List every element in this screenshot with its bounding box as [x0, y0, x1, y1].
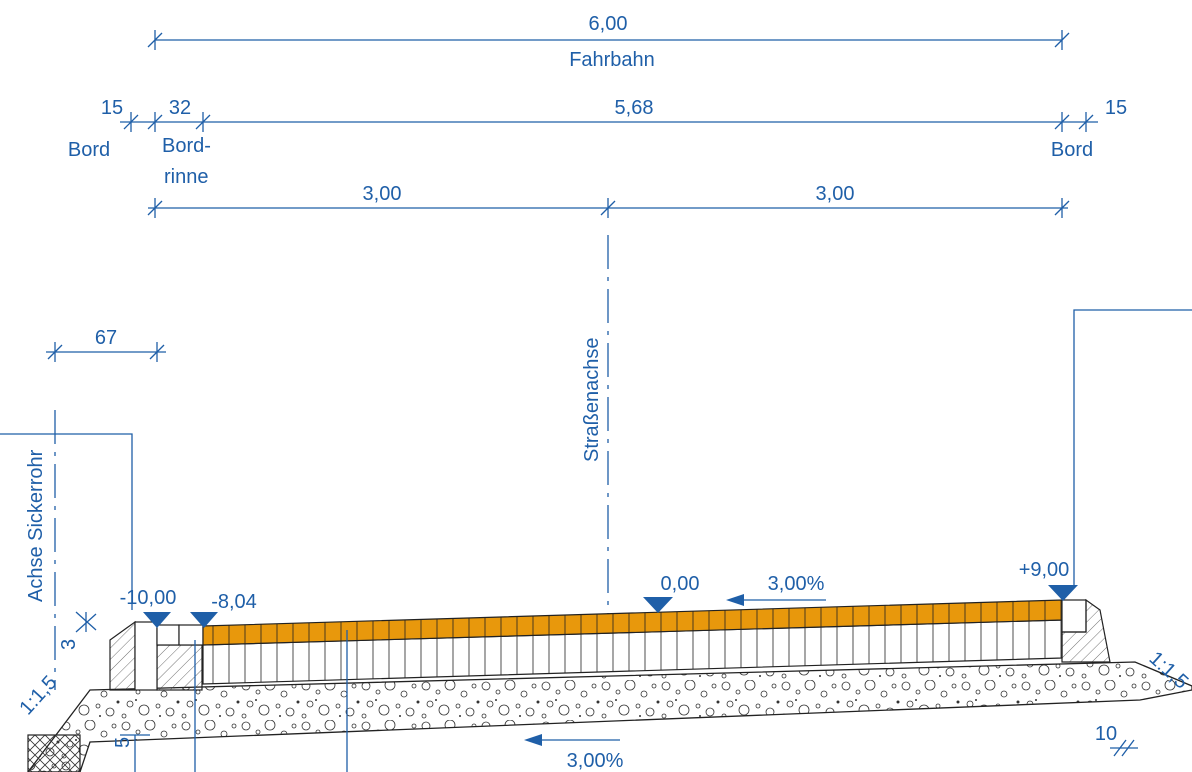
elevation-marker-left-inner — [190, 612, 218, 628]
slope-surface: 3,00% — [768, 573, 825, 595]
dimension-row-curbs: 15 32 5,68 15 Bord Bord- rinne Bord — [68, 97, 1127, 188]
asphalt-texture — [212, 600, 1062, 645]
depth-bottom-value: 5 — [112, 737, 134, 748]
curb-foundation-right — [1061, 598, 1111, 663]
elevation-right: +9,00 — [1019, 559, 1070, 581]
road-axis-label: Straßenachse — [581, 337, 603, 462]
elevation-center: 0,00 — [661, 573, 700, 595]
dimension-row-halves: 3,00 3,00 — [147, 183, 1070, 218]
curb-foundation-left — [109, 620, 136, 691]
half-right-width: 3,00 — [816, 183, 855, 205]
elevation-marker-left-outer — [143, 612, 171, 628]
gutter-stone-2 — [178, 624, 204, 646]
slope-embankment-left: 1:1,5 — [15, 672, 61, 720]
slope-subgrade: 3,00% — [567, 750, 624, 772]
edge-right-value: 10 — [1095, 723, 1117, 745]
gutter-width: 32 — [169, 97, 191, 119]
left-foundation — [27, 734, 81, 772]
gutter-stone-1 — [156, 624, 180, 646]
depth-small-value: 3 — [58, 639, 80, 650]
dimension-total-value: 6,00 — [589, 13, 628, 35]
inner-width: 5,68 — [615, 97, 654, 119]
gutter-label-line1: Bord- — [162, 135, 211, 157]
elevation-markers: -10,00 -8,04 0,00 +9,00 — [120, 559, 1078, 628]
elevation-marker-center — [643, 597, 673, 613]
gravel-base — [27, 661, 1192, 772]
base-course-texture — [212, 620, 1062, 684]
curb-left-label: Bord — [68, 139, 110, 161]
pipe-axis: 67 Achse Sickerrohr 3 — [0, 327, 166, 690]
pipe-axis-label: Achse Sickerrohr — [25, 449, 47, 602]
curb-left-width: 15 — [101, 97, 123, 119]
gutter-label-line2: rinne — [164, 166, 208, 188]
elevation-marker-right — [1048, 585, 1078, 601]
carriageway-label: Fahrbahn — [569, 49, 655, 71]
road-axis: Straßenachse — [581, 235, 609, 615]
bottom-dimensions: 5 10 — [112, 723, 1138, 757]
half-left-width: 3,00 — [363, 183, 402, 205]
cross-section — [27, 598, 1192, 772]
pipe-offset-value: 67 — [95, 327, 117, 349]
right-leader-line — [1073, 309, 1192, 585]
curb-right — [1061, 599, 1087, 633]
curb-right-label: Bord — [1051, 139, 1093, 161]
dimension-total: 6,00 Fahrbahn — [147, 13, 1070, 71]
elevation-left-inner: -8,04 — [211, 591, 257, 613]
curb-right-width: 15 — [1105, 97, 1127, 119]
curb-left — [134, 621, 158, 691]
elevation-left-outer: -10,00 — [120, 587, 177, 609]
